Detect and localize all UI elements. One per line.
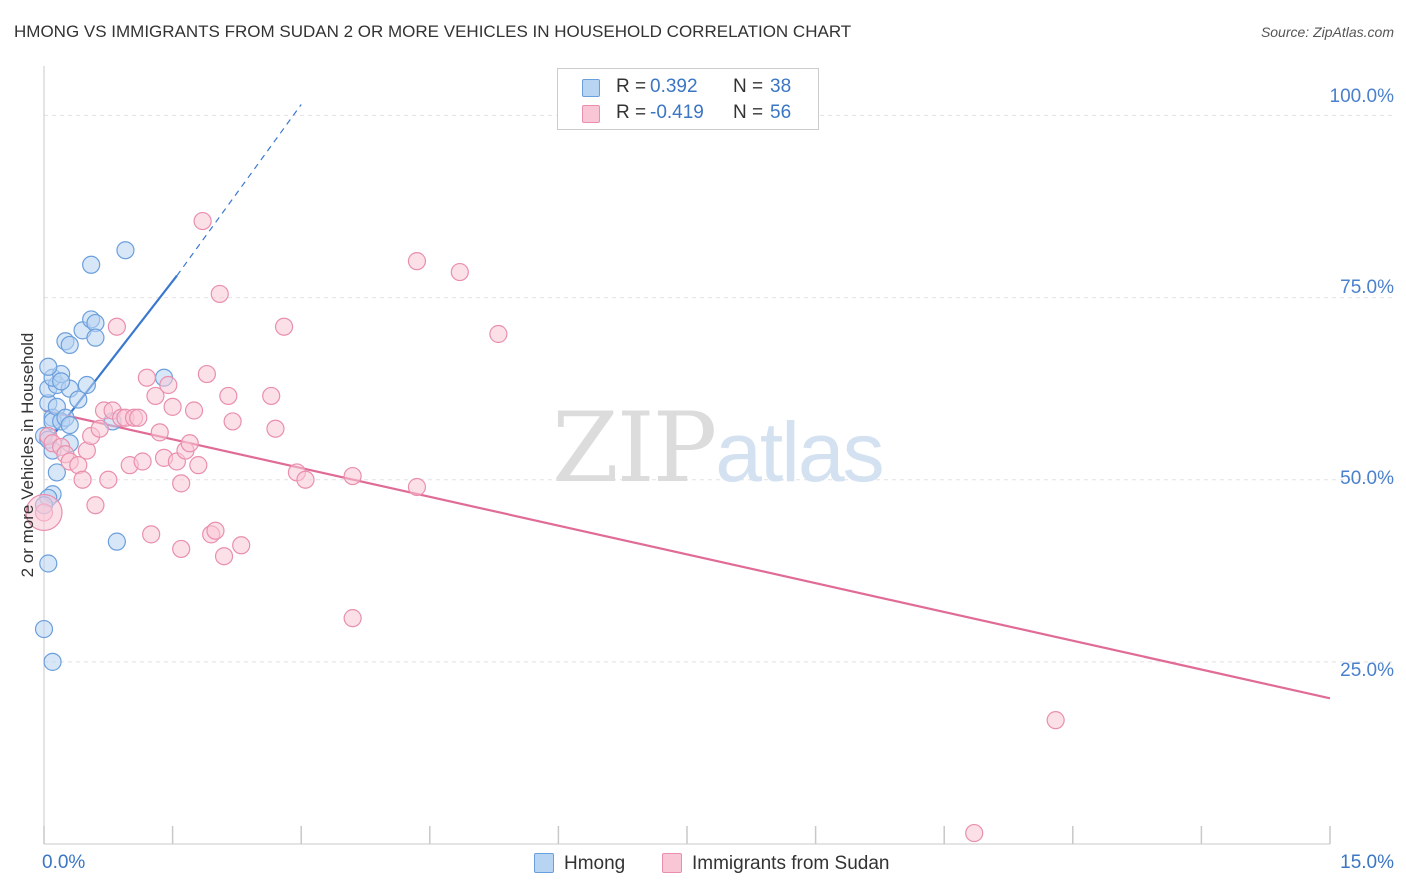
r-value: 0.392	[650, 76, 698, 97]
sudan-point	[206, 521, 225, 540]
sudan-point	[214, 547, 234, 566]
sudan-point	[274, 317, 294, 336]
y-tick-label-50: 50.0%	[1340, 468, 1394, 489]
sudan-point	[189, 456, 208, 475]
sudan-point	[193, 211, 212, 231]
sudan-point	[343, 609, 362, 628]
x-tick-label-max: 15.0%	[1340, 852, 1394, 873]
sudan-point	[133, 452, 152, 471]
axes	[43, 66, 1331, 845]
sudan-point	[146, 386, 165, 406]
sudan-point	[407, 477, 427, 497]
x-tick-label-min: 0.0%	[42, 852, 86, 873]
legend-sudan-swatch	[662, 853, 682, 873]
hmong-trendline-extension	[176, 104, 302, 277]
r-value: -0.419	[650, 102, 704, 123]
sudan-point	[197, 364, 216, 384]
sudan-point	[296, 470, 315, 489]
sudan-point	[450, 262, 469, 282]
sudan-point	[266, 419, 285, 438]
hmong-point	[34, 619, 54, 639]
y-tick-label-25: 25.0%	[1340, 660, 1394, 681]
n-label: N =	[733, 102, 764, 123]
hmong-point	[60, 415, 79, 435]
n-value: 38	[770, 76, 792, 97]
watermark-atlas: atlas	[715, 405, 884, 499]
sudan-swatch	[582, 105, 600, 123]
watermark-zip: ZIP	[552, 392, 717, 504]
sudan-point	[232, 536, 251, 555]
sudan-point	[210, 284, 229, 304]
y-tick-label-100: 100.0%	[1329, 86, 1394, 107]
source-label: Source: ZipAtlas.com	[1260, 24, 1394, 40]
sudan-point	[489, 324, 508, 344]
r-label: R =	[616, 76, 647, 97]
legend-sudan-label: Immigrants from Sudan	[692, 853, 890, 874]
hmong-point	[39, 357, 58, 376]
hmong-point	[116, 241, 135, 260]
sudan-point	[159, 375, 178, 395]
sudan-point-large	[25, 493, 63, 532]
n-value: 56	[770, 102, 792, 123]
sudan-point	[86, 496, 105, 515]
legend-hmong-swatch	[534, 853, 554, 873]
y-tick-label-75: 75.0%	[1340, 277, 1394, 298]
sudan-point	[965, 823, 984, 843]
sudan-point	[142, 525, 161, 544]
sudan-point	[223, 412, 242, 431]
sudan-point	[90, 419, 109, 438]
legend-item-hmong[interactable]: Hmong	[534, 852, 625, 876]
sudan-point	[1046, 711, 1065, 730]
correlation-stats-box: R = 0.392 N = 38 R = -0.419 N = 56	[557, 68, 819, 130]
hmong-point	[77, 375, 96, 395]
sudan-point	[407, 252, 427, 271]
hmong-point	[60, 335, 79, 355]
hmong-point	[69, 390, 88, 409]
hmong-point	[52, 372, 71, 391]
data-points	[25, 211, 1065, 843]
hmong-point	[39, 554, 58, 573]
hmong-point	[43, 652, 62, 671]
sudan-point	[129, 408, 148, 427]
r-label: R =	[616, 102, 647, 123]
chart-title: HMONG VS IMMIGRANTS FROM SUDAN 2 OR MORE…	[14, 22, 852, 41]
sudan-point	[99, 470, 118, 489]
sudan-point	[137, 368, 156, 387]
sudan-point	[262, 386, 281, 406]
hmong-point	[82, 255, 101, 274]
sudan-trendline	[43, 409, 1331, 700]
sudan-point	[163, 397, 182, 416]
watermark: ZIPatlas	[552, 398, 885, 502]
sudan-point	[172, 539, 191, 559]
legend-hmong-label: Hmong	[564, 853, 626, 874]
sudan-point	[219, 386, 238, 406]
sudan-point	[107, 317, 126, 336]
sudan-point	[172, 474, 191, 493]
y-axis-label: 2 or more Vehicles in Household	[18, 332, 37, 578]
sudan-point	[73, 470, 92, 489]
hmong-swatch	[582, 79, 600, 97]
sudan-point	[150, 423, 169, 442]
sudan-point	[343, 466, 362, 486]
sudan-point	[184, 401, 204, 420]
sudan-point	[180, 434, 199, 453]
hmong-point	[107, 532, 126, 551]
hmong-point	[47, 463, 66, 482]
n-label: N =	[733, 76, 764, 97]
gridlines	[44, 114, 1392, 663]
hmong-point	[86, 328, 105, 347]
legend-item-sudan[interactable]: Immigrants from Sudan	[662, 852, 889, 876]
